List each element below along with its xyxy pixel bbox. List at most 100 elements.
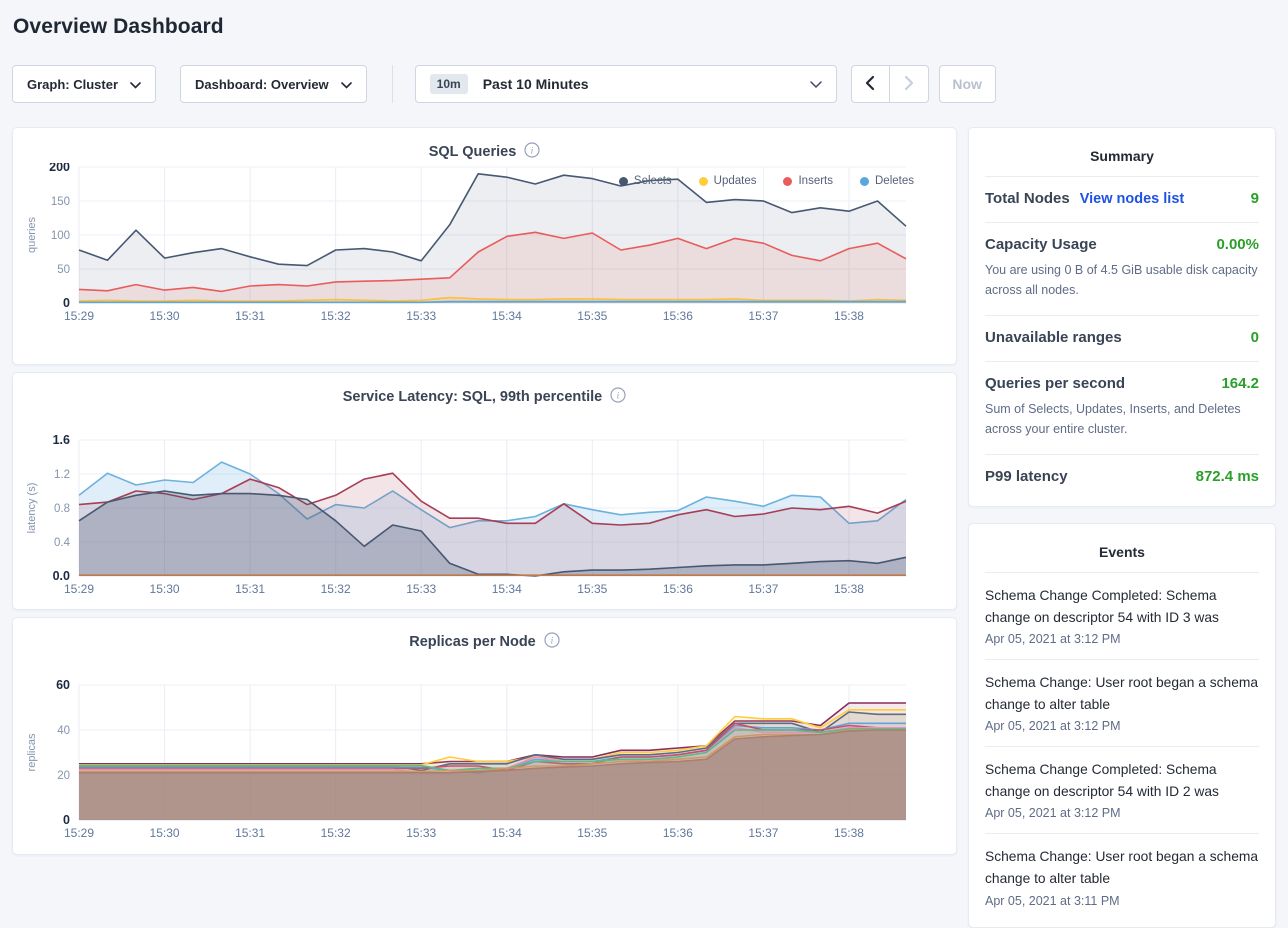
summary-row-queries-per-second: Queries per second 164.2 Sum of Selects,… [985, 361, 1259, 454]
x-tick-label: 15:35 [577, 309, 607, 323]
event-item: Schema Change Completed: Schema change o… [985, 746, 1259, 833]
sidebar-column: Summary Total Nodes View nodes list 9 Ca… [968, 127, 1276, 928]
legend-label: Inserts [798, 175, 833, 187]
view-nodes-list-link[interactable]: View nodes list [1079, 191, 1185, 207]
event-item: Schema Change: User root began a schema … [985, 659, 1259, 746]
legend-label: Selects [633, 175, 672, 187]
series-area-node-blue [79, 462, 906, 576]
series-line-Selects [78, 173, 907, 267]
y-tick-label: 50 [57, 264, 70, 276]
toolbar-divider [391, 65, 393, 103]
y-axis-label: queries [26, 216, 38, 253]
legend-item-Selects: Selects [618, 175, 672, 187]
summary-value: 0 [1250, 329, 1259, 346]
dashboard-dropdown[interactable]: Dashboard: Overview [180, 65, 367, 103]
summary-row-capacity-usage: Capacity Usage 0.00% You are using 0 B o… [985, 222, 1259, 315]
x-tick-label: 15:38 [834, 826, 864, 840]
event-text: Schema Change Completed: Schema change o… [985, 588, 1219, 626]
summary-label: Capacity Usage [985, 236, 1097, 253]
y-tick-label: 150 [51, 196, 70, 208]
chevron-down-icon [809, 76, 822, 92]
series-line-Updates [78, 296, 907, 302]
y-tick-label: 40 [57, 725, 70, 737]
chevron-down-icon [340, 77, 352, 92]
x-tick-label: 15:31 [235, 826, 265, 840]
x-tick-label: 15:29 [64, 309, 94, 323]
x-tick-label: 15:37 [748, 582, 778, 596]
replicas-per-node-chart-canvas: 15:29 15:30 15:31 15:32 15:33 15:34 15:35 15:36… [26, 678, 906, 840]
service-latency-chart-canvas: 15:29 15:30 15:31 15:32 15:33 15:34 15:35 15:36… [26, 433, 907, 596]
x-tick-label: 15:33 [406, 826, 436, 840]
event-timestamp: Apr 05, 2021 at 3:11 PM [985, 893, 1120, 908]
x-tick-label: 15:29 [64, 826, 94, 840]
series-line-Inserts [78, 231, 907, 293]
chevron-left-icon [864, 75, 876, 94]
chart-legend: Selects Updates Inserts Deletes [618, 175, 914, 187]
series-line-node-navy [78, 490, 907, 577]
chevron-right-icon [903, 75, 915, 94]
x-tick-label: 15:32 [321, 309, 351, 323]
legend-label: Updates [713, 175, 757, 187]
y-axis-label: replicas [26, 733, 38, 771]
series-area-node-navy [79, 491, 906, 576]
previous-interval-button[interactable] [850, 65, 890, 103]
series-line-node-7 [79, 728, 906, 772]
x-tick-label: 15:32 [321, 582, 351, 596]
time-range-badge: 10m [429, 74, 468, 94]
y-tick-label: 1.6 [53, 433, 70, 447]
events-panel: Events Schema Change Completed: Schema c… [968, 523, 1276, 928]
x-tick-label: 15:36 [663, 582, 693, 596]
x-tick-label: 15:34 [492, 582, 522, 596]
chart-title: Replicas per Node [409, 634, 536, 650]
chevron-down-icon [130, 77, 141, 92]
charts-column: SQL Queries i Selects Updates Inserts Delet… [12, 127, 957, 855]
info-icon[interactable]: i [524, 141, 540, 163]
legend-item-Deletes: Deletes [860, 175, 914, 187]
summary-label: P99 latency [985, 468, 1068, 485]
now-button[interactable]: Now [938, 65, 996, 103]
x-tick-label: 15:34 [492, 826, 522, 840]
sql-queries-chart-canvas: 15:29 15:30 15:31 15:32 15:33 15:34 15:35 15:36… [26, 163, 907, 323]
x-tick-label: 15:37 [748, 309, 778, 323]
y-tick-label: 20 [57, 770, 70, 782]
svg-text:i: i [550, 636, 553, 646]
summary-label: Unavailable ranges [985, 329, 1122, 346]
y-tick-label: 100 [51, 230, 70, 242]
x-tick-label: 15:29 [64, 582, 94, 596]
series-area-node-9 [79, 730, 906, 820]
chart-title: Service Latency: SQL, 99th percentile [342, 389, 603, 405]
dashboard-dropdown-label: Dashboard: Overview [195, 76, 329, 92]
x-tick-label: 15:30 [150, 826, 180, 840]
summary-row-unavailable-ranges: Unavailable ranges 0 [985, 315, 1259, 361]
x-tick-label: 15:31 [235, 309, 265, 323]
time-range-picker[interactable]: 10m Past 10 Minutes [414, 65, 837, 103]
info-icon[interactable]: i [610, 386, 626, 408]
x-tick-label: 15:37 [748, 826, 778, 840]
series-area-node-maroon [79, 473, 906, 576]
legend-dot-icon [860, 176, 869, 186]
summary-row-total-nodes: Total Nodes View nodes list 9 [985, 176, 1259, 222]
x-tick-label: 15:33 [406, 309, 436, 323]
summary-value: 164.2 [1221, 375, 1259, 392]
sql-queries-chart-card: SQL Queries i Selects Updates Inserts Delet… [12, 127, 957, 365]
summary-label: Queries per second [985, 375, 1126, 392]
graph-dropdown[interactable]: Graph: Cluster [12, 65, 157, 103]
event-text: Schema Change: User root began a schema … [985, 675, 1259, 713]
event-timestamp: Apr 05, 2021 at 3:12 PM [985, 806, 1121, 821]
next-interval-button[interactable] [889, 65, 929, 103]
x-tick-label: 15:38 [834, 309, 864, 323]
summary-value: 0.00% [1216, 236, 1259, 253]
legend-dot-icon [698, 176, 708, 186]
y-tick-label: 1.2 [54, 469, 70, 481]
legend-item-Updates: Updates [698, 175, 757, 187]
info-icon[interactable]: i [544, 631, 560, 653]
page-title: Overview Dashboard [13, 15, 224, 38]
y-tick-label: 0 [63, 813, 70, 827]
dashboard-layout: SQL Queries i Selects Updates Inserts Delet… [12, 127, 1276, 928]
summary-subtext: Sum of Selects, Updates, Inserts, and De… [985, 402, 1241, 436]
summary-value: 9 [1250, 190, 1259, 207]
event-text: Schema Change Completed: Schema change o… [985, 762, 1219, 800]
y-tick-label: 0.8 [54, 503, 70, 515]
chart-title: SQL Queries [428, 144, 517, 160]
series-area-Selects [79, 173, 906, 303]
